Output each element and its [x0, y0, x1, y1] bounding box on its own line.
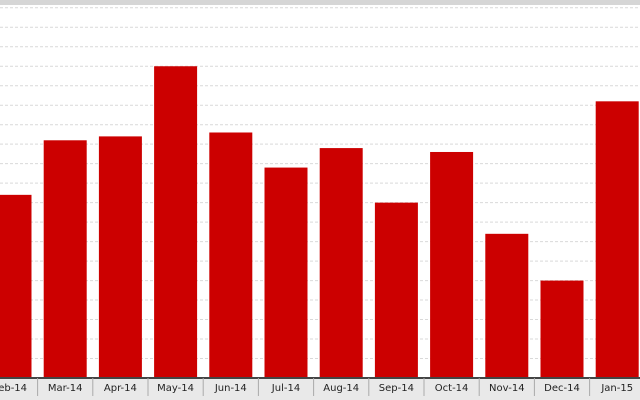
bar-dec-14	[540, 280, 584, 378]
bar-jan-15	[595, 101, 639, 379]
bar-sep-14	[374, 202, 418, 378]
bar-nov-14	[485, 233, 529, 378]
bar-mar-14	[43, 140, 87, 378]
bar-series	[0, 66, 639, 379]
x-tick-label: Jun-14	[214, 383, 247, 394]
bar-oct-14	[430, 151, 474, 378]
bar-may-14	[154, 66, 198, 378]
bar-apr-14	[98, 136, 142, 378]
x-tick-label: May-14	[157, 383, 194, 394]
x-tick-label: Oct-14	[435, 383, 469, 394]
x-tick-label: Sep-14	[379, 383, 414, 394]
x-axis-ticks: Feb-14 Mar-14 Apr-14 May-14 Jun-14 Jul-14 Aug-…	[0, 378, 633, 396]
bar-jul-14	[264, 167, 308, 378]
x-tick-label: Feb-14	[0, 383, 27, 394]
bar-feb-14	[0, 194, 32, 378]
bar-aug-14	[319, 148, 363, 378]
x-axis-band	[0, 378, 640, 400]
x-tick-label: Jan-15	[600, 383, 633, 394]
x-tick-label: Jul-14	[271, 383, 300, 394]
x-tick-label: Apr-14	[104, 383, 137, 394]
top-frame	[0, 0, 640, 5]
x-tick-label: Nov-14	[489, 383, 525, 394]
bar-jun-14	[209, 132, 253, 378]
x-tick-label: Dec-14	[544, 383, 580, 394]
x-tick-label: Mar-14	[48, 383, 83, 394]
x-tick-label: Aug-14	[323, 383, 359, 394]
